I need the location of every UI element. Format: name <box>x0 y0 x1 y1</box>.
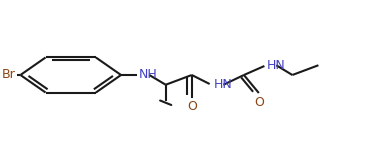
Text: Br: Br <box>2 69 16 81</box>
Text: NH: NH <box>139 69 158 81</box>
Text: O: O <box>254 96 264 109</box>
Text: HN: HN <box>266 59 285 72</box>
Text: HN: HN <box>213 78 232 91</box>
Text: O: O <box>187 100 197 114</box>
